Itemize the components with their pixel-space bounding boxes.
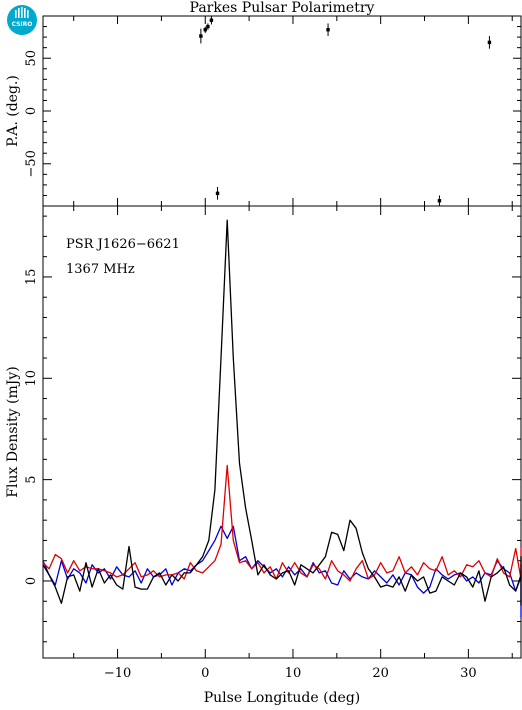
pa-axis-label: P.A. (deg.) <box>5 75 21 147</box>
chart-title: Parkes Pulsar Polarimetry <box>190 0 375 16</box>
pa-point <box>206 24 210 29</box>
flux-y-tick-label: 15 <box>24 269 39 286</box>
pa-point <box>437 199 442 203</box>
flux-y-tick-label: 10 <box>24 370 39 387</box>
pa-point <box>326 28 330 32</box>
pa-point <box>209 18 214 22</box>
csiro-logo-icon: CSIRO <box>7 5 37 35</box>
pa-y-tick-label: 50 <box>24 50 39 67</box>
flux-x-tick-label: 10 <box>285 666 302 681</box>
pa-y-tick-label: 0 <box>24 107 39 115</box>
pa-axis-ticks: −50 0 50 <box>24 16 521 206</box>
flux-series <box>42 219 522 619</box>
flux-x-tick-label: −10 <box>104 666 131 681</box>
x-axis-label: Pulse Longitude (deg) <box>204 690 361 706</box>
pa-point <box>203 28 207 32</box>
flux-axis-ticks: −10 0 10 20 30 0 5 10 15 <box>24 206 521 681</box>
flux-x-tick-label: 0 <box>201 666 209 681</box>
pa-point <box>215 191 220 196</box>
flux-x-tick-label: 30 <box>460 666 477 681</box>
circular-polarization-line <box>42 525 522 619</box>
pa-y-tick-label: −50 <box>24 150 39 177</box>
flux-panel-frame <box>42 205 522 659</box>
logo-text: CSIRO <box>12 21 33 28</box>
pa-point <box>199 34 203 38</box>
annotation-pulsar-name: PSR J1626−6621 <box>66 237 180 252</box>
total-intensity-line <box>42 219 522 606</box>
flux-axis-label: Flux Density (mJy) <box>5 366 21 497</box>
pa-point <box>487 40 492 45</box>
annotation-frequency: 1367 MHz <box>66 262 135 277</box>
linear-polarization-line <box>42 464 522 582</box>
pa-panel-frame <box>42 15 522 207</box>
flux-y-tick-label: 5 <box>24 475 39 483</box>
pa-points <box>199 16 492 206</box>
flux-x-tick-label: 20 <box>372 666 389 681</box>
flux-y-tick-label: 0 <box>24 577 39 585</box>
